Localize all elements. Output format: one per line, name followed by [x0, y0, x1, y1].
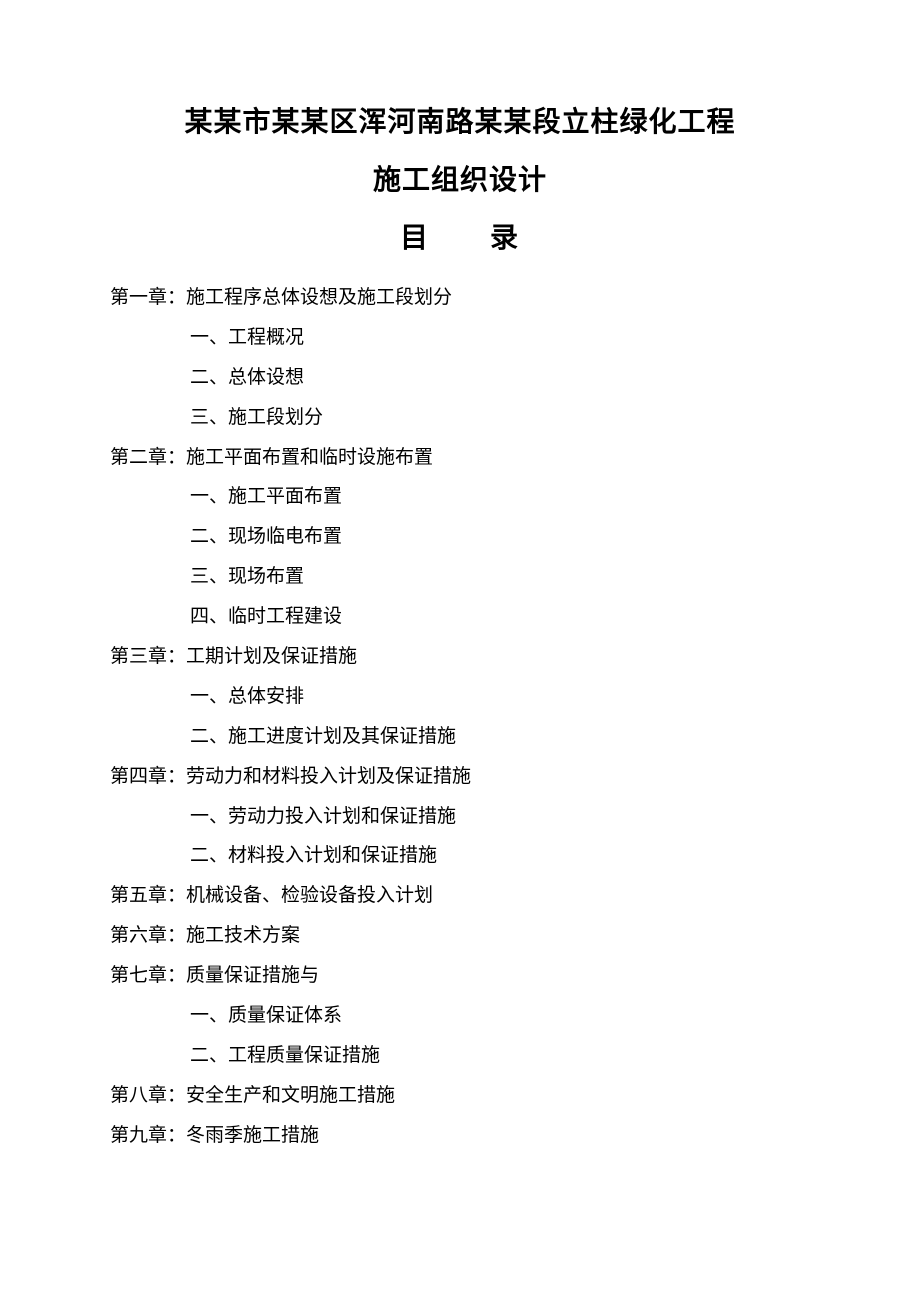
chapter-4-title: 第四章：劳动力和材料投入计划及保证措施 [110, 757, 810, 797]
chapter-7-sub-2: 二、工程质量保证措施 [190, 1036, 810, 1076]
chapter-2-sub-3: 三、现场布置 [190, 557, 810, 597]
chapter-9-title: 第九章：冬雨季施工措施 [110, 1116, 810, 1156]
chapter-2-sub-2: 二、现场临电布置 [190, 517, 810, 557]
chapter-1-title: 第一章：施工程序总体设想及施工段划分 [110, 278, 810, 318]
chapter-2-sub-4: 四、临时工程建设 [190, 597, 810, 637]
chapter-5-title: 第五章：机械设备、检验设备投入计划 [110, 876, 810, 916]
chapter-2-sub-1: 一、施工平面布置 [190, 477, 810, 517]
document-title-line-2: 施工组织设计 [110, 158, 810, 198]
toc-content: 第一章：施工程序总体设想及施工段划分 一、工程概况 二、总体设想 三、施工段划分… [110, 278, 810, 1156]
chapter-7-title: 第七章：质量保证措施与 [110, 956, 810, 996]
chapter-1-sub-2: 二、总体设想 [190, 358, 810, 398]
chapter-4-sub-1: 一、劳动力投入计划和保证措施 [190, 797, 810, 837]
chapter-8-title: 第八章：安全生产和文明施工措施 [110, 1076, 810, 1116]
toc-heading: 目 录 [110, 216, 810, 256]
chapter-3-sub-1: 一、总体安排 [190, 677, 810, 717]
chapter-2-title: 第二章：施工平面布置和临时设施布置 [110, 438, 810, 478]
document-title-line-1: 某某市某某区浑河南路某某段立柱绿化工程 [110, 100, 810, 140]
chapter-6-title: 第六章：施工技术方案 [110, 916, 810, 956]
chapter-1-sub-1: 一、工程概况 [190, 318, 810, 358]
chapter-4-sub-2: 二、材料投入计划和保证措施 [190, 836, 810, 876]
chapter-7-sub-1: 一、质量保证体系 [190, 996, 810, 1036]
chapter-1-sub-3: 三、施工段划分 [190, 398, 810, 438]
chapter-3-sub-2: 二、施工进度计划及其保证措施 [190, 717, 810, 757]
chapter-3-title: 第三章：工期计划及保证措施 [110, 637, 810, 677]
